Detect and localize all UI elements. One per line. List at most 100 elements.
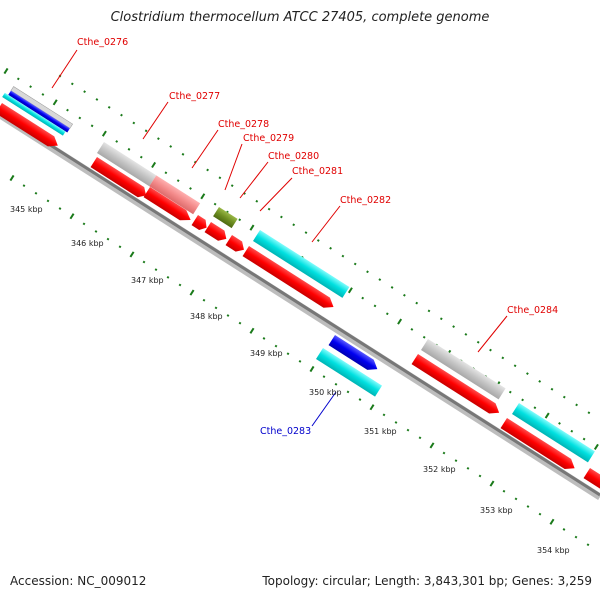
minor-tick [70,82,74,86]
minor-tick [202,298,206,302]
minor-tick [346,390,350,394]
gene-cthe-0277-cds-2[interactable] [143,187,194,225]
minor-tick [358,398,362,401]
minor-tick [361,296,365,300]
minor-tick [390,286,394,289]
major-tick [3,67,9,75]
minor-tick [292,223,296,227]
major-tick [249,327,255,334]
scale-label: 348 kbp [190,312,223,321]
label-cthe-0277: Cthe_0277 [169,91,220,102]
major-tick [69,213,75,220]
gene-cthe-0278-cds[interactable] [191,215,210,233]
minor-tick [538,380,542,383]
minor-tick [329,246,332,250]
minor-tick [132,121,136,125]
minor-tick [115,140,119,143]
minor-tick [533,406,537,410]
minor-tick [29,85,32,89]
minor-tick [575,403,578,407]
minor-tick [238,218,242,222]
minor-tick [189,187,192,190]
major-tick [369,404,375,411]
gene-cthe-0276-feature[interactable] [2,84,73,136]
minor-tick [341,254,345,258]
major-tick [549,518,555,525]
minor-tick [206,168,209,172]
minor-tick [157,137,160,141]
gene-cthe-0285-cds[interactable] [500,418,578,473]
gene-cthe-0282-cds[interactable] [242,246,337,312]
minor-tick [582,437,586,441]
gene-cthe-0285-feature[interactable] [512,403,595,463]
minor-tick [385,312,389,316]
scale-label: 347 kbp [131,276,164,285]
minor-tick [514,497,518,501]
gene-cthe-0277-cds-1[interactable] [90,157,150,200]
minor-tick [562,528,566,531]
minor-tick [90,124,94,128]
major-tick [189,289,195,296]
scale-label: 354 kbp [537,546,570,555]
minor-tick [476,340,480,344]
minor-tick [214,306,218,310]
minor-tick [78,116,82,120]
minor-tick [181,152,185,156]
gene-cthe-0279-feature[interactable] [213,207,238,229]
minor-tick [22,184,26,188]
minor-tick [82,222,86,226]
gene-cthe-0282-feature[interactable] [253,230,350,298]
label-cthe-0281: Cthe_0281 [292,166,343,177]
minor-tick [422,335,426,339]
minor-tick [322,375,326,379]
minor-tick [427,309,431,313]
scale-tick-row [9,174,590,547]
major-tick [347,287,353,294]
major-tick [249,224,255,231]
minor-tick [218,176,222,180]
major-tick [397,318,403,325]
minor-tick [334,382,338,386]
gene-cthe-0284-cds[interactable] [411,354,503,418]
scale-labels: 345 kbp 346 kbp 347 kbp 348 kbp 349 kbp … [10,205,570,555]
minor-tick [226,314,230,317]
gene-cthe-0279-cds[interactable] [204,222,230,244]
minor-tick [502,489,506,493]
minor-tick [574,535,578,539]
scale-label: 349 kbp [250,349,283,358]
minor-tick [213,202,217,206]
gene-cthe-0283-feature-cyan[interactable] [316,348,383,397]
label-cthe-0283: Cthe_0283 [260,426,311,437]
minor-tick [16,77,20,81]
minor-tick [127,147,131,151]
minor-tick [586,543,590,547]
gene-cthe-0280-cds[interactable] [225,235,248,255]
gene-cthe-0283-feature-blue[interactable] [328,335,381,374]
minor-tick [298,359,302,363]
minor-tick [107,105,111,109]
label-cthe-0279: Cthe_0279 [243,133,294,144]
minor-tick [508,390,512,394]
scale-label: 352 kbp [423,465,456,474]
minor-tick [178,283,182,287]
inner-tick-row [58,74,591,415]
major-tick [151,161,157,169]
callout-lines [51,49,508,427]
gene-cthe-0284-feature[interactable] [421,339,506,400]
minor-tick [418,436,422,440]
gene-cthe-0276-cds[interactable] [0,103,61,151]
minor-tick [58,207,62,210]
major-tick [489,480,495,487]
minor-tick [41,93,45,96]
minor-tick [267,207,271,211]
gene-cthe-0277-feature[interactable] [97,142,201,215]
minor-tick [166,275,170,279]
minor-tick [230,184,234,188]
minor-tick [83,90,86,94]
minor-tick [378,278,382,281]
gene-cthe-0286-cds[interactable] [583,468,600,489]
minor-tick [415,301,419,305]
minor-tick [442,451,446,455]
accession-text: Accession: NC_009012 [10,574,147,588]
